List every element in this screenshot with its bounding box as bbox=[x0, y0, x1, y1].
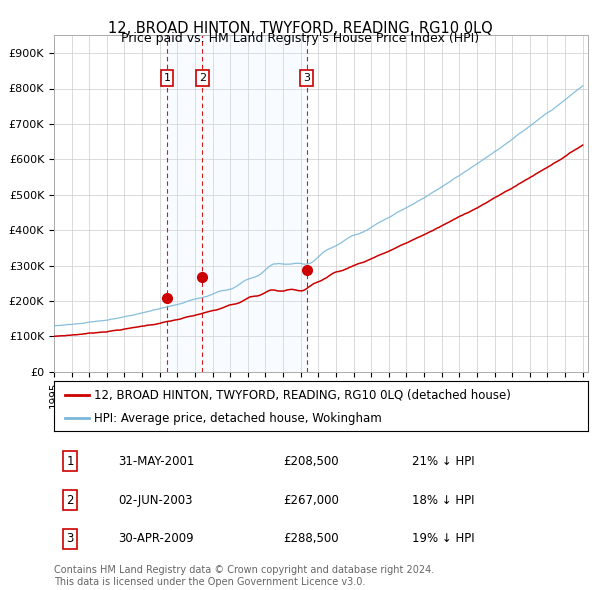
Text: 2: 2 bbox=[66, 493, 74, 507]
Text: HPI: Average price, detached house, Wokingham: HPI: Average price, detached house, Woki… bbox=[94, 412, 382, 425]
Text: 12, BROAD HINTON, TWYFORD, READING, RG10 0LQ (detached house): 12, BROAD HINTON, TWYFORD, READING, RG10… bbox=[94, 388, 511, 401]
Bar bbox=[167, 35, 307, 372]
Text: 30-APR-2009: 30-APR-2009 bbox=[118, 532, 194, 545]
Text: Price paid vs. HM Land Registry's House Price Index (HPI): Price paid vs. HM Land Registry's House … bbox=[121, 32, 479, 45]
Text: £288,500: £288,500 bbox=[284, 532, 339, 545]
Text: 12, BROAD HINTON, TWYFORD, READING, RG10 0LQ: 12, BROAD HINTON, TWYFORD, READING, RG10… bbox=[107, 21, 493, 35]
Text: This data is licensed under the Open Government Licence v3.0.: This data is licensed under the Open Gov… bbox=[54, 577, 365, 587]
Text: 18% ↓ HPI: 18% ↓ HPI bbox=[412, 493, 474, 507]
Text: 3: 3 bbox=[67, 532, 74, 545]
Text: 31-MAY-2001: 31-MAY-2001 bbox=[118, 455, 194, 468]
Text: £208,500: £208,500 bbox=[284, 455, 339, 468]
Text: Contains HM Land Registry data © Crown copyright and database right 2024.: Contains HM Land Registry data © Crown c… bbox=[54, 565, 434, 575]
Text: £267,000: £267,000 bbox=[284, 493, 340, 507]
Text: 02-JUN-2003: 02-JUN-2003 bbox=[118, 493, 193, 507]
Text: 21% ↓ HPI: 21% ↓ HPI bbox=[412, 455, 475, 468]
Text: 3: 3 bbox=[303, 73, 310, 83]
Text: 19% ↓ HPI: 19% ↓ HPI bbox=[412, 532, 475, 545]
Text: 1: 1 bbox=[163, 73, 170, 83]
Text: 1: 1 bbox=[66, 455, 74, 468]
Text: 2: 2 bbox=[199, 73, 206, 83]
